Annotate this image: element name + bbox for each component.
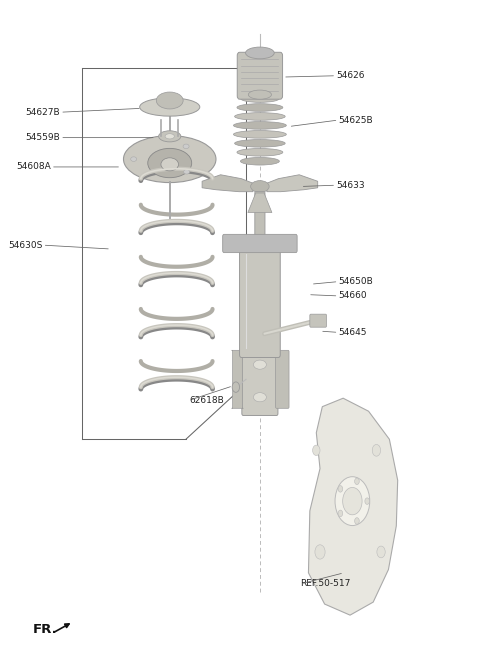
- Ellipse shape: [165, 134, 174, 139]
- Text: 54633: 54633: [336, 181, 365, 190]
- Ellipse shape: [158, 131, 181, 142]
- Text: 54645: 54645: [338, 328, 367, 337]
- FancyBboxPatch shape: [223, 235, 297, 252]
- Ellipse shape: [123, 136, 216, 183]
- Ellipse shape: [343, 487, 362, 515]
- Ellipse shape: [338, 510, 343, 516]
- FancyBboxPatch shape: [237, 53, 283, 99]
- Text: 54630S: 54630S: [8, 240, 43, 250]
- Ellipse shape: [233, 122, 287, 129]
- Ellipse shape: [355, 478, 359, 485]
- Text: 54650B: 54650B: [338, 277, 373, 286]
- Ellipse shape: [248, 90, 272, 99]
- Text: 54626: 54626: [336, 71, 365, 80]
- Ellipse shape: [237, 148, 283, 156]
- FancyBboxPatch shape: [240, 245, 280, 357]
- Ellipse shape: [235, 112, 285, 120]
- FancyBboxPatch shape: [242, 340, 278, 415]
- Ellipse shape: [232, 382, 240, 392]
- Text: REF.50-517: REF.50-517: [300, 579, 351, 589]
- FancyBboxPatch shape: [232, 350, 243, 408]
- Text: 54625B: 54625B: [338, 116, 373, 125]
- Ellipse shape: [312, 445, 320, 455]
- Polygon shape: [267, 175, 318, 192]
- Ellipse shape: [237, 104, 283, 111]
- FancyBboxPatch shape: [276, 350, 289, 408]
- Ellipse shape: [246, 47, 274, 59]
- Text: 54627B: 54627B: [25, 108, 60, 117]
- Text: FR.: FR.: [33, 623, 57, 636]
- Ellipse shape: [315, 545, 325, 559]
- Ellipse shape: [338, 486, 343, 492]
- Polygon shape: [202, 175, 253, 192]
- Ellipse shape: [355, 518, 359, 524]
- Ellipse shape: [161, 158, 179, 171]
- Ellipse shape: [233, 131, 287, 138]
- Text: 54608A: 54608A: [16, 162, 51, 171]
- Ellipse shape: [372, 444, 381, 456]
- Ellipse shape: [184, 170, 190, 174]
- Ellipse shape: [253, 393, 266, 402]
- Ellipse shape: [148, 148, 192, 177]
- Ellipse shape: [131, 157, 137, 162]
- Ellipse shape: [183, 144, 189, 148]
- FancyBboxPatch shape: [310, 314, 326, 327]
- Ellipse shape: [335, 477, 370, 526]
- Ellipse shape: [235, 139, 285, 147]
- Ellipse shape: [240, 158, 279, 165]
- Ellipse shape: [377, 546, 385, 558]
- Polygon shape: [309, 398, 398, 615]
- Text: 54660: 54660: [338, 292, 367, 300]
- Polygon shape: [248, 193, 272, 213]
- FancyBboxPatch shape: [255, 192, 265, 252]
- Ellipse shape: [240, 95, 279, 102]
- Ellipse shape: [253, 360, 266, 369]
- Ellipse shape: [140, 98, 200, 116]
- Ellipse shape: [156, 92, 183, 109]
- Text: 54559B: 54559B: [25, 133, 60, 142]
- Ellipse shape: [251, 181, 269, 193]
- Ellipse shape: [365, 498, 370, 505]
- Text: 62618B: 62618B: [190, 396, 224, 405]
